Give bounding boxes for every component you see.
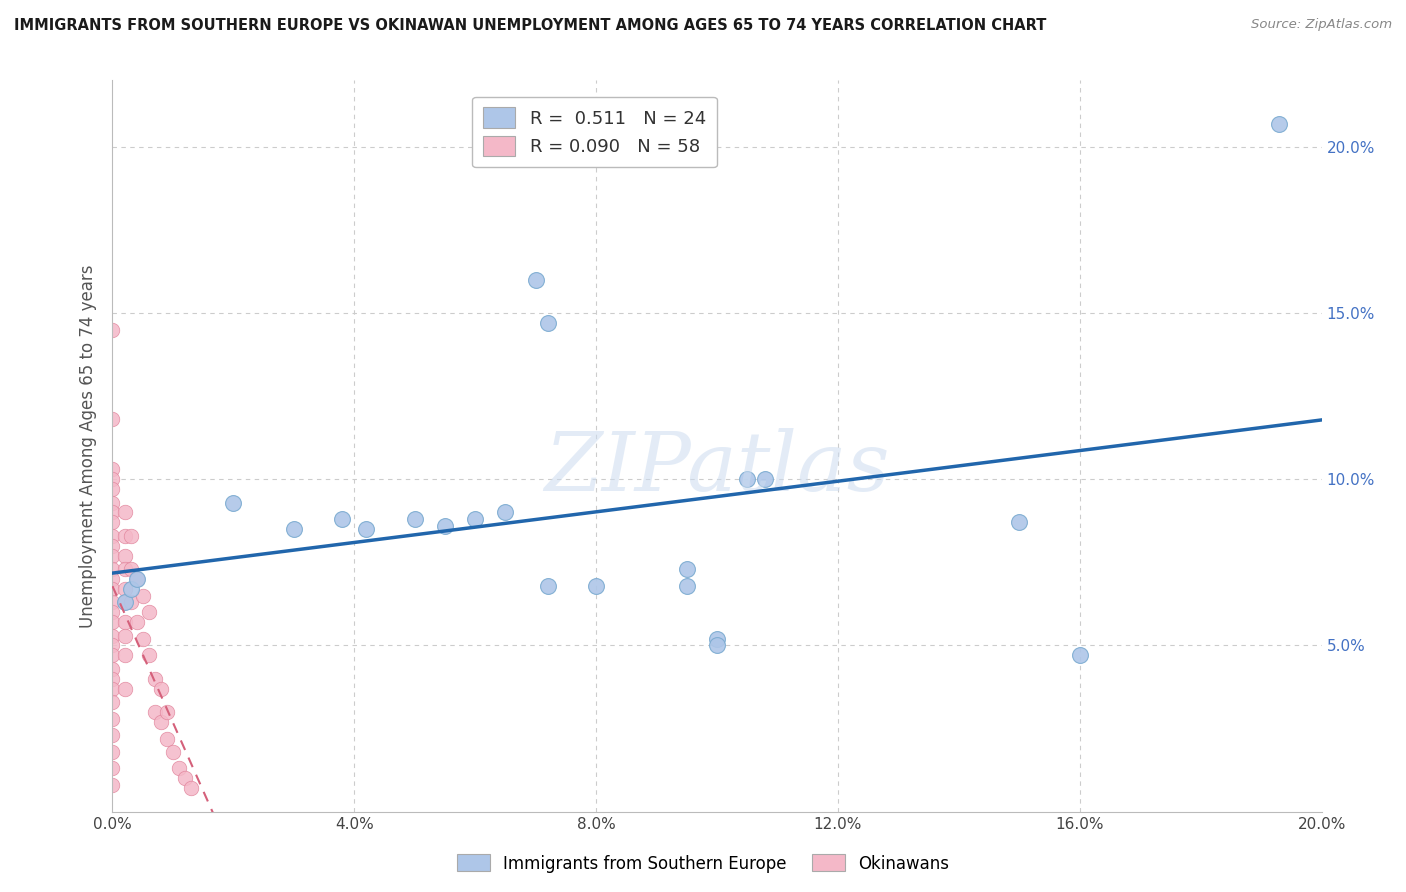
Text: IMMIGRANTS FROM SOUTHERN EUROPE VS OKINAWAN UNEMPLOYMENT AMONG AGES 65 TO 74 YEA: IMMIGRANTS FROM SOUTHERN EUROPE VS OKINA…: [14, 18, 1046, 33]
Point: [101, 529, 124, 543]
Point: [101, 628, 124, 642]
Point: [222, 495, 245, 509]
Point: [101, 728, 124, 742]
Point: [101, 412, 124, 426]
Point: [149, 681, 172, 696]
Point: [101, 615, 124, 630]
Point: [464, 512, 486, 526]
Point: [125, 572, 148, 586]
Point: [404, 512, 426, 526]
Point: [114, 681, 136, 696]
Point: [1008, 516, 1031, 530]
Point: [125, 572, 148, 586]
Point: [114, 549, 136, 563]
Point: [114, 562, 136, 576]
Point: [174, 772, 197, 786]
Point: [1069, 648, 1091, 663]
Text: ZIPatlas: ZIPatlas: [544, 428, 890, 508]
Point: [283, 522, 305, 536]
Point: [156, 731, 179, 746]
Point: [167, 762, 190, 776]
Point: [149, 714, 172, 729]
Point: [585, 579, 607, 593]
Point: [132, 632, 155, 646]
Point: [675, 562, 697, 576]
Point: [114, 648, 136, 663]
Point: [162, 745, 184, 759]
Text: Source: ZipAtlas.com: Source: ZipAtlas.com: [1251, 18, 1392, 31]
Point: [101, 595, 124, 609]
Y-axis label: Unemployment Among Ages 65 to 74 years: Unemployment Among Ages 65 to 74 years: [79, 264, 97, 628]
Legend: R =  0.511   N = 24, R = 0.090   N = 58: R = 0.511 N = 24, R = 0.090 N = 58: [472, 96, 717, 167]
Point: [101, 495, 124, 509]
Point: [754, 472, 776, 486]
Point: [101, 472, 124, 486]
Point: [101, 639, 124, 653]
Point: [138, 648, 160, 663]
Point: [114, 628, 136, 642]
Point: [433, 518, 456, 533]
Point: [101, 582, 124, 596]
Point: [101, 482, 124, 496]
Point: [114, 506, 136, 520]
Point: [101, 516, 124, 530]
Point: [1268, 116, 1291, 130]
Point: [120, 529, 142, 543]
Point: [138, 605, 160, 619]
Point: [101, 712, 124, 726]
Point: [101, 745, 124, 759]
Point: [537, 316, 560, 330]
Point: [114, 529, 136, 543]
Point: [101, 681, 124, 696]
Point: [120, 582, 142, 596]
Point: [101, 648, 124, 663]
Point: [101, 562, 124, 576]
Point: [101, 539, 124, 553]
Legend: Immigrants from Southern Europe, Okinawans: Immigrants from Southern Europe, Okinawa…: [450, 847, 956, 880]
Point: [120, 562, 142, 576]
Point: [737, 472, 759, 486]
Point: [330, 512, 353, 526]
Point: [101, 762, 124, 776]
Point: [537, 579, 560, 593]
Point: [101, 323, 124, 337]
Point: [114, 615, 136, 630]
Point: [706, 639, 728, 653]
Point: [495, 506, 517, 520]
Point: [706, 632, 728, 646]
Point: [120, 595, 142, 609]
Point: [101, 549, 124, 563]
Point: [101, 605, 124, 619]
Point: [356, 522, 378, 536]
Point: [156, 705, 179, 719]
Point: [125, 615, 148, 630]
Point: [143, 705, 166, 719]
Point: [101, 778, 124, 792]
Point: [114, 582, 136, 596]
Point: [180, 781, 202, 796]
Point: [101, 462, 124, 476]
Point: [143, 672, 166, 686]
Point: [132, 589, 155, 603]
Point: [101, 672, 124, 686]
Point: [101, 662, 124, 676]
Point: [524, 273, 547, 287]
Point: [101, 695, 124, 709]
Point: [114, 595, 136, 609]
Point: [101, 506, 124, 520]
Point: [101, 572, 124, 586]
Point: [114, 595, 136, 609]
Point: [675, 579, 697, 593]
